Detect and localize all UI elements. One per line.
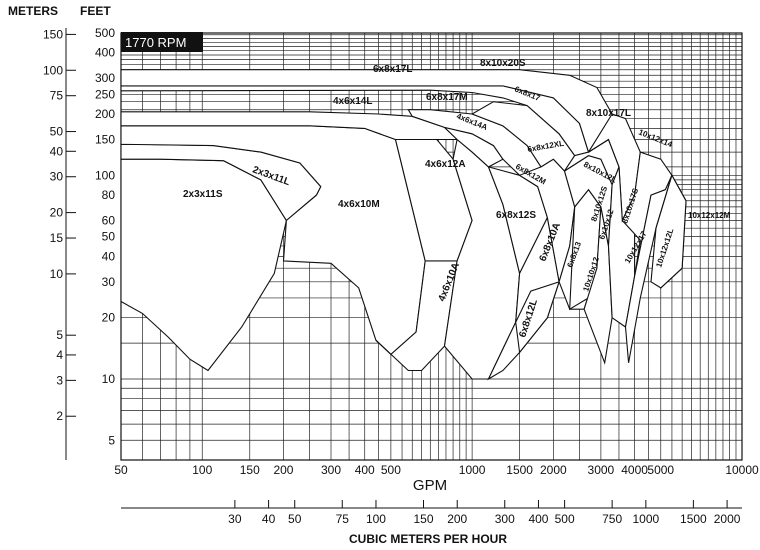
curve-6x8x10A <box>515 280 560 354</box>
gpm-tick-label: 500 <box>381 463 401 477</box>
meters-tick-label: 40 <box>50 144 64 158</box>
feet-tick-label: 300 <box>95 71 115 85</box>
gpm-tick-label: 10000 <box>725 463 759 477</box>
pump-curves <box>120 69 687 381</box>
meters-tick-label: 30 <box>50 170 64 184</box>
meters-tick-label: 100 <box>43 63 63 77</box>
meters-tick-label: 4 <box>56 348 63 362</box>
feet-tick-label: 5 <box>108 433 115 447</box>
meters-tick-label: 15 <box>50 231 64 245</box>
feet-tick-label: 60 <box>102 214 116 228</box>
feet-tick-label: 250 <box>95 87 115 101</box>
rpm-badge: 1770 RPM <box>125 35 186 50</box>
meters-tick-label: 10 <box>50 267 64 281</box>
gpm-axis-title: GPM <box>413 477 447 494</box>
feet-tick-label: 10 <box>102 372 116 386</box>
meters-axis-title: METERS <box>8 4 58 18</box>
gpm-tick-label: 400 <box>355 463 375 477</box>
curve-4x6x14L <box>120 111 459 141</box>
gpm-tick-label: 50 <box>114 463 128 477</box>
meters-tick-label: 50 <box>50 125 64 139</box>
gpm-tick-label: 1000 <box>459 463 486 477</box>
feet-tick-label: 100 <box>95 168 115 182</box>
gpm-tick-label: 150 <box>240 463 260 477</box>
axis-ticks: 50 100 150 200 300 400 500 1000 1500 2000 3000 4000… <box>43 26 759 526</box>
curve-10x12x12L <box>650 173 687 289</box>
feet-tick-label: 30 <box>102 275 116 289</box>
m3h-tick-label: 2000 <box>714 512 741 526</box>
meters-tick-label: 150 <box>43 27 63 41</box>
label-4x6x14L: 4x6x14L <box>333 96 372 107</box>
m3h-tick-label: 500 <box>555 512 575 526</box>
feet-tick-label: 400 <box>95 46 115 60</box>
label-6x8x12S: 6x8x12S <box>496 210 536 221</box>
m3h-tick-label: 30 <box>228 512 242 526</box>
gpm-tick-label: 2000 <box>540 463 567 477</box>
label-10x12x12M: 10x12x12M <box>688 211 731 220</box>
m3h-axis-title: CUBIC METERS PER HOUR <box>349 532 507 546</box>
feet-tick-label: 500 <box>95 26 115 40</box>
label-8x10x20S: 8x10x20S <box>480 58 526 69</box>
label-6x8x17L: 6x8x17L <box>373 64 412 75</box>
gpm-tick-label: 200 <box>273 463 293 477</box>
gpm-tick-label: 100 <box>192 463 212 477</box>
feet-tick-label: 200 <box>95 107 115 121</box>
gpm-tick-label: 3000 <box>588 463 615 477</box>
gpm-tick-label: 1500 <box>506 463 533 477</box>
feet-tick-label: 50 <box>102 230 116 244</box>
meters-tick-label: 5 <box>56 328 63 342</box>
m3h-tick-label: 40 <box>262 512 276 526</box>
m3h-tick-label: 50 <box>288 512 302 526</box>
feet-tick-label: 150 <box>95 132 115 146</box>
m3h-tick-label: 100 <box>366 512 386 526</box>
feet-tick-label: 40 <box>102 249 116 263</box>
m3h-tick-label: 75 <box>336 512 350 526</box>
feet-tick-label: 80 <box>102 188 116 202</box>
m3h-tick-label: 150 <box>413 512 433 526</box>
m3h-tick-label: 200 <box>447 512 467 526</box>
m3h-tick-label: 1500 <box>680 512 707 526</box>
meters-tick-label: 2 <box>56 409 63 423</box>
m3h-tick-label: 300 <box>495 512 515 526</box>
rpm-badge-bg <box>121 32 203 52</box>
gpm-tick-label: 300 <box>321 463 341 477</box>
m3h-tick-label: 1000 <box>633 512 660 526</box>
label-2x3x11S: 2x3x11S <box>183 189 223 200</box>
label-6x8x17M: 6x8x17M <box>426 92 468 103</box>
label-10x12x14: 10x12x14 <box>637 128 674 150</box>
label-4x6x12A: 4x6x12A <box>425 159 466 170</box>
feet-tick-label: 20 <box>102 311 116 325</box>
meters-tick-label: 3 <box>56 373 63 387</box>
meters-tick-label: 75 <box>50 89 64 103</box>
m3h-tick-label: 400 <box>528 512 548 526</box>
label-4x6x10M: 4x6x10M <box>338 199 380 210</box>
meters-tick-label: 20 <box>50 206 64 220</box>
gpm-tick-label: 5000 <box>647 463 674 477</box>
label-8x10x17L: 8x10x17L <box>586 108 631 119</box>
m3h-tick-label: 750 <box>602 512 622 526</box>
gpm-tick-label: 4000 <box>621 463 648 477</box>
feet-axis-title: FEET <box>80 4 111 18</box>
